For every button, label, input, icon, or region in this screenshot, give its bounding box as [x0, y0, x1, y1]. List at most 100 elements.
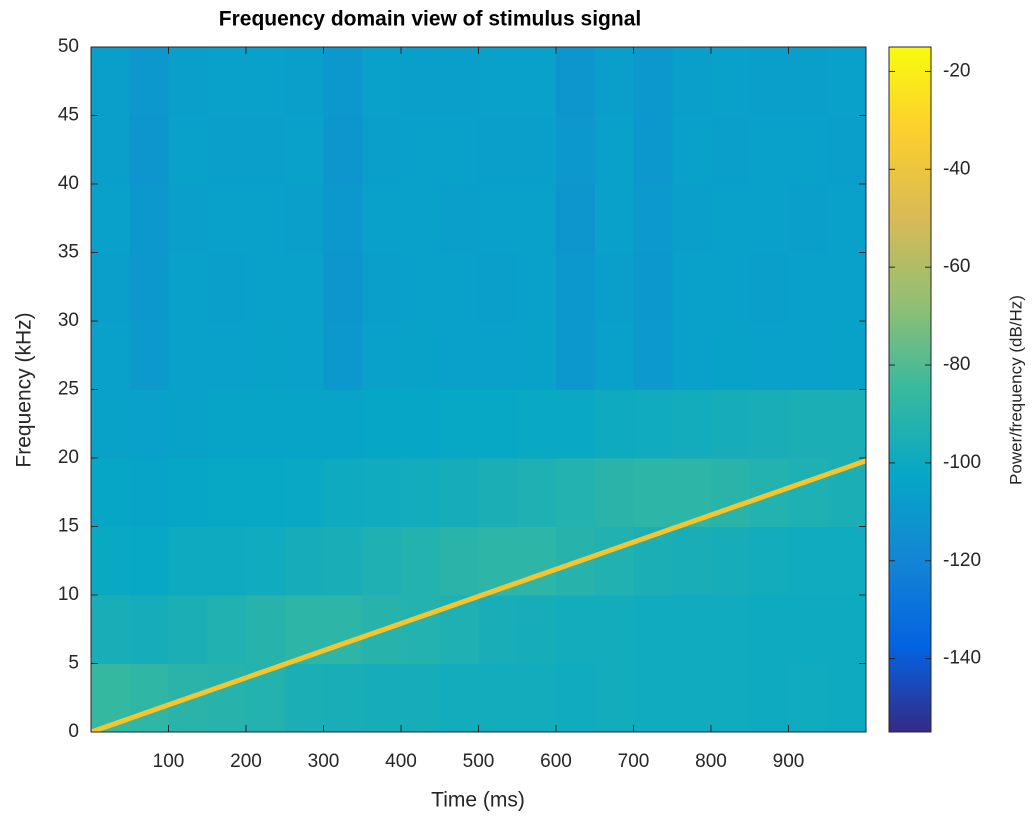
heatmap-cell — [91, 321, 131, 390]
y-axis-label: Frequency (kHz) — [13, 312, 36, 467]
heatmap-cell — [362, 47, 402, 116]
heatmap-cell — [129, 663, 169, 732]
heatmap-cell — [129, 47, 169, 116]
heatmap-cell — [168, 458, 208, 527]
heatmap-cell — [478, 663, 518, 732]
heatmap-cell — [517, 458, 557, 527]
heatmap-cell — [633, 47, 673, 116]
heatmap-cell — [91, 184, 131, 253]
heatmap-cell — [594, 252, 634, 322]
heatmap-cell — [439, 389, 479, 459]
heatmap-cell — [749, 526, 789, 596]
heatmap-cell — [246, 115, 286, 185]
heatmap-cell — [168, 115, 208, 185]
heatmap-cell — [672, 47, 712, 116]
heatmap-cell — [672, 526, 712, 596]
heatmap-cell — [749, 252, 789, 322]
heatmap-cell — [711, 663, 751, 732]
heatmap-cell — [749, 595, 789, 664]
heatmap-cell — [362, 184, 402, 253]
x-tick-label: 200 — [230, 751, 262, 772]
heatmap-cell — [827, 663, 866, 732]
heatmap-cell — [168, 321, 208, 390]
heatmap-cell — [594, 663, 634, 732]
heatmap-cell — [711, 595, 751, 664]
heatmap-cell — [439, 321, 479, 390]
heatmap-cell — [711, 184, 751, 253]
heatmap-cell — [478, 595, 518, 664]
heatmap-cell — [517, 526, 557, 596]
heatmap-cell — [401, 252, 441, 322]
heatmap-cell — [827, 252, 866, 322]
overlay — [91, 458, 866, 732]
x-tick-label: 100 — [153, 751, 185, 772]
heatmap-cell — [633, 115, 673, 185]
heatmap-cell — [788, 47, 828, 116]
heatmap-cell — [284, 252, 324, 322]
heatmap-cell — [323, 47, 363, 116]
heatmap-cell — [788, 458, 828, 527]
heatmap-cell — [323, 184, 363, 253]
y-tick-label: 15 — [58, 516, 79, 537]
heatmap-cell — [284, 458, 324, 527]
heatmap-cell — [517, 663, 557, 732]
heatmap-cell — [401, 47, 441, 116]
heatmap-cell — [478, 184, 518, 253]
heatmap-cell — [672, 389, 712, 459]
heatmap-cell — [827, 115, 866, 185]
heatmap-cell — [168, 47, 208, 116]
y-tick-label: 0 — [68, 721, 79, 742]
heatmap-cell — [672, 115, 712, 185]
heatmap-cell — [401, 184, 441, 253]
heatmap-cell — [556, 389, 596, 459]
heatmap-cell — [788, 663, 828, 732]
heatmap-cell — [749, 663, 789, 732]
heatmap-cell — [711, 389, 751, 459]
heatmap-cell — [827, 47, 866, 116]
heatmap-cell — [246, 252, 286, 322]
heatmap-cell — [401, 389, 441, 459]
heatmap-cell — [439, 526, 479, 596]
heatmap-cell — [439, 115, 479, 185]
heatmap-cell — [323, 389, 363, 459]
heatmap-cell — [594, 595, 634, 664]
heatmap-cell — [129, 115, 169, 185]
heatmap-cell — [633, 389, 673, 459]
heatmap-cell — [711, 321, 751, 390]
heatmap-cell — [284, 321, 324, 390]
heatmap-cell — [246, 458, 286, 527]
x-tick-label: 500 — [463, 751, 495, 772]
heatmap-cell — [91, 595, 131, 664]
heatmap-cell — [788, 526, 828, 596]
heatmap-cell — [517, 252, 557, 322]
colorbar-tick-label: -60 — [943, 256, 970, 277]
colorbar-tick-label: -140 — [943, 648, 981, 669]
heatmap-cell — [517, 321, 557, 390]
heatmap-cell — [711, 115, 751, 185]
heatmap-cell — [556, 47, 596, 116]
heatmap-cell — [594, 115, 634, 185]
heatmap-cell — [517, 389, 557, 459]
chirp-line — [91, 458, 866, 732]
heatmap-cell — [478, 252, 518, 322]
colorbar-tick-label: -100 — [943, 452, 981, 473]
heatmap — [91, 47, 866, 732]
heatmap-cell — [323, 252, 363, 322]
heatmap-cell — [556, 458, 596, 527]
y-tick-label: 10 — [58, 584, 79, 605]
heatmap-cell — [711, 458, 751, 527]
heatmap-cell — [323, 526, 363, 596]
heatmap-cell — [788, 115, 828, 185]
heatmap-cell — [711, 526, 751, 596]
heatmap-cell — [91, 47, 131, 116]
colorbar-label: Power/frequency (dB/Hz) — [1006, 295, 1025, 485]
heatmap-cell — [284, 47, 324, 116]
heatmap-cell — [207, 115, 247, 185]
y-tick-label: 25 — [58, 379, 79, 400]
heatmap-cell — [129, 252, 169, 322]
y-tick-label: 5 — [68, 653, 79, 674]
heatmap-cell — [788, 595, 828, 664]
heatmap-cell — [401, 663, 441, 732]
heatmap-cell — [323, 458, 363, 527]
